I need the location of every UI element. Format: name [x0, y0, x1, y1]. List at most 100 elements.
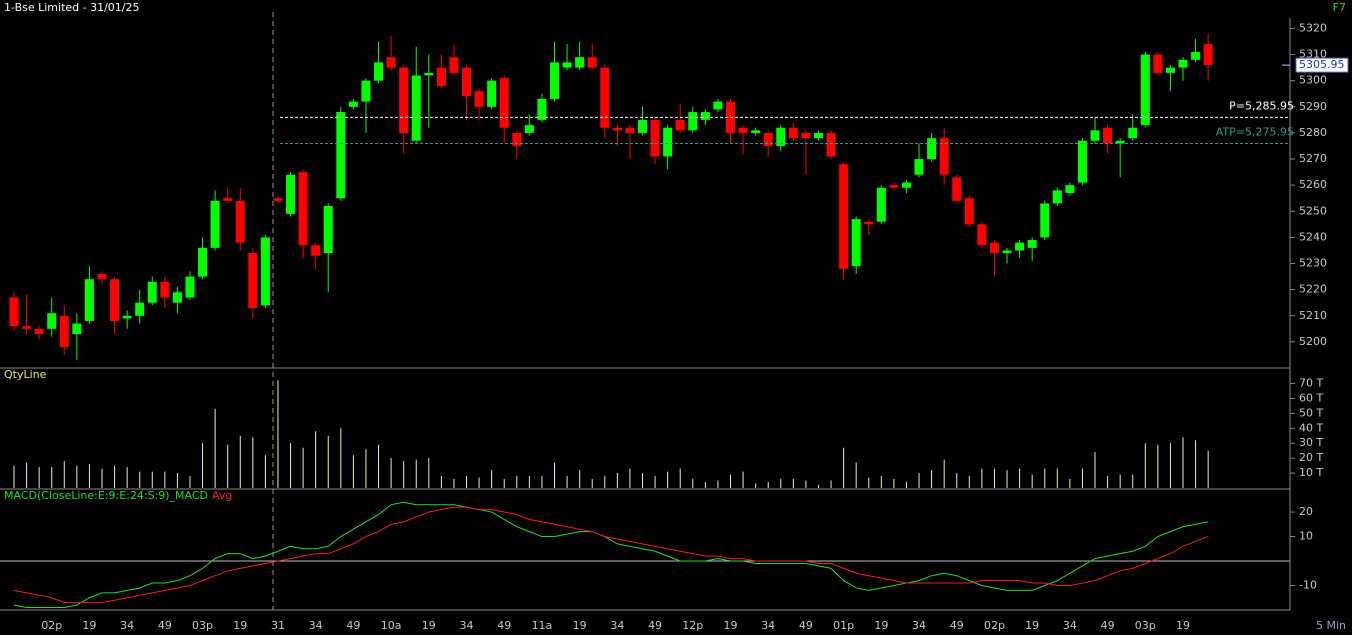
candle-body [600, 67, 610, 128]
candle-body [84, 279, 94, 321]
x-tick-label: 19 [874, 619, 888, 632]
y-tick-label: 5250 [1299, 204, 1327, 217]
candle-body [122, 315, 132, 319]
interval-label: 5 Min [1316, 619, 1346, 632]
candle-body [587, 57, 597, 68]
x-tick-label: 34 [1063, 619, 1077, 632]
candle-body [298, 172, 308, 246]
candle-body [700, 112, 710, 120]
candle-body [1015, 242, 1025, 251]
candle-body [801, 132, 811, 139]
x-tick-label: 34 [309, 619, 323, 632]
candle-body [1002, 250, 1012, 254]
candle-body [939, 138, 949, 175]
candle-body [889, 185, 899, 188]
x-tick-label: 19 [723, 619, 737, 632]
candle-body [499, 78, 509, 128]
x-tick-label: 02p [41, 619, 62, 632]
candle-body [524, 125, 534, 133]
y-tick-label: 5290 [1299, 100, 1327, 113]
x-tick-label: 31 [271, 619, 285, 632]
candle-body [562, 62, 572, 68]
x-tick-label: 03p [192, 619, 213, 632]
candle-body [776, 127, 786, 146]
x-tick-label: 49 [648, 619, 662, 632]
candle-body [323, 206, 333, 254]
candle-body [198, 247, 208, 277]
candle-body [361, 80, 371, 102]
legend-entry: MACD(CloseLine:E:9:E:24:S:9)_MACD [4, 489, 208, 502]
candle-body [537, 98, 547, 120]
candle-body [449, 57, 459, 73]
y-tick-label: 5280 [1299, 126, 1327, 139]
candle-body [436, 67, 446, 86]
candle-body [1052, 190, 1062, 204]
candle-body [474, 91, 484, 107]
y-tick-label: 30 T [1299, 436, 1323, 449]
x-tick-label: 19 [422, 619, 436, 632]
candle-body [22, 326, 32, 329]
candle-body [1128, 127, 1138, 139]
candle-body [462, 67, 472, 97]
candle-body [424, 72, 434, 76]
chart-title: 1-Bse Limited - 31/01/25 [4, 1, 140, 14]
candle-body [1027, 240, 1037, 248]
macd-line [13, 506, 1209, 604]
candle-body [235, 200, 245, 243]
y-tick-label: 10 [1299, 530, 1313, 543]
last-price-box [1295, 57, 1349, 73]
x-tick-label: 02p [984, 619, 1005, 632]
candle-body [260, 237, 270, 306]
candle-body [160, 281, 170, 298]
x-tick-label: 34 [912, 619, 926, 632]
candle-body [927, 138, 937, 160]
candle-body [575, 57, 585, 68]
y-tick-label: 5320 [1299, 21, 1327, 34]
candle-body [864, 221, 874, 225]
candle-body [675, 119, 685, 131]
candle-body [1090, 130, 1100, 141]
candle-body [273, 198, 283, 201]
candle-body [1040, 203, 1050, 238]
candle-body [738, 127, 748, 133]
candle-body [788, 127, 798, 139]
candle-body [487, 80, 497, 107]
candle-body [688, 112, 698, 131]
candle-body [625, 127, 635, 133]
candle-body [386, 57, 396, 68]
x-tick-label: 19 [1025, 619, 1039, 632]
candle-body [612, 127, 622, 131]
y-tick-label: 20 [1299, 505, 1313, 518]
candle-body [1178, 59, 1188, 68]
candle-body [826, 132, 836, 157]
candle-body [512, 132, 522, 146]
candle-body [135, 302, 145, 316]
x-tick-label: 49 [158, 619, 172, 632]
candle-body [34, 328, 44, 335]
x-tick-label: 49 [346, 619, 360, 632]
candle-body [1165, 67, 1175, 73]
y-tick-label: 50 T [1299, 406, 1323, 419]
panel-title: QtyLine [4, 368, 47, 381]
x-tick-label: 19 [82, 619, 96, 632]
x-tick-label: 12p [682, 619, 703, 632]
y-tick-label: 40 T [1299, 421, 1323, 434]
candle-body [876, 187, 886, 222]
x-tick-label: 49 [497, 619, 511, 632]
y-tick-label: 5310 [1299, 48, 1327, 61]
candle-body [751, 130, 761, 133]
x-tick-label: 03p [1135, 619, 1156, 632]
x-tick-label: 10a [381, 619, 402, 632]
x-tick-label: 11a [532, 619, 553, 632]
x-tick-label: 49 [950, 619, 964, 632]
y-tick-label: 5300 [1299, 74, 1327, 87]
candle-body [411, 75, 421, 141]
y-tick-label: 60 T [1299, 391, 1323, 404]
candle-body [399, 67, 409, 133]
candle-body [989, 242, 999, 254]
candle-body [650, 119, 660, 157]
candle-body [952, 177, 962, 201]
candle-body [172, 292, 182, 303]
